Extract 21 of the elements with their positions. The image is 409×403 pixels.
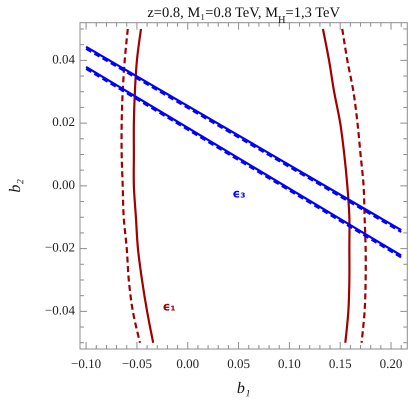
chart-title: z=0.8, M₁=0.8 TeV, M$_{H}$=1,3 TeV: [147, 5, 340, 26]
y-tick-label: 0.00: [52, 176, 75, 192]
y-tick-label: 0.04: [52, 51, 76, 66]
x-tick-label: −0.10: [71, 356, 102, 371]
y-tick-label: −0.02: [44, 240, 75, 255]
x-tick-label: 0.20: [380, 356, 402, 371]
series-label: ϵ₁: [162, 300, 176, 314]
y-tick-label: 0.02: [52, 114, 75, 130]
x-tick-label: −0.05: [122, 356, 152, 371]
y-tick-label: −0.04: [44, 302, 76, 318]
y-axis-title: b₂: [7, 178, 24, 193]
x-tick-label: 0.15: [328, 356, 352, 371]
line-series: [322, 28, 351, 344]
x-tick-label: 0.10: [278, 356, 301, 371]
line-series: [341, 28, 367, 344]
x-tick-label: 0.00: [176, 356, 200, 371]
line-series: [132, 28, 154, 344]
x-tick-label: 0.05: [227, 356, 250, 371]
line-series: [120, 28, 142, 344]
x-axis-title: b₁: [236, 380, 250, 397]
series-label: ϵ₃: [232, 186, 246, 201]
